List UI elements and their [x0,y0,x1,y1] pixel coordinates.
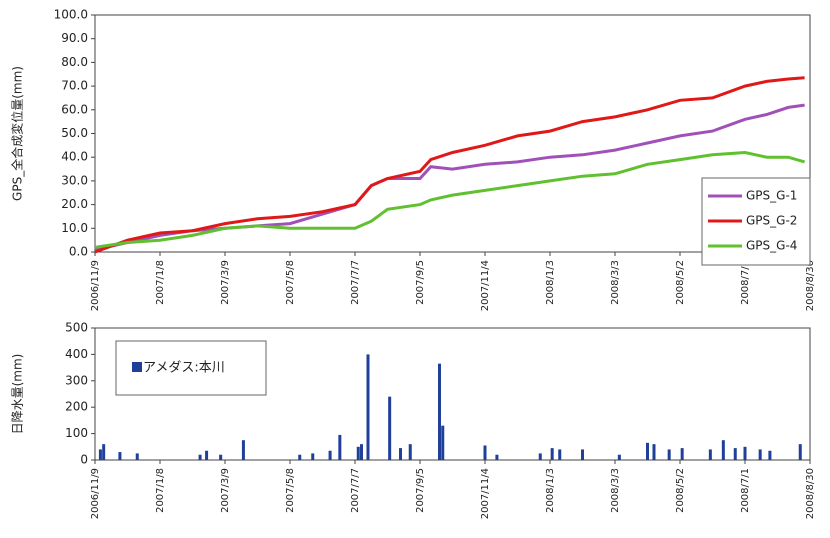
y-tick-label: 80.0 [61,55,88,69]
bar [768,450,772,460]
bar [441,425,445,460]
bar [646,442,649,460]
x-tick-label: 2007/9/5 [415,468,426,513]
bar [328,450,332,460]
bar [135,453,139,460]
bar [617,454,621,460]
legend-label: GPS_G-2 [746,214,797,228]
x-tick-label: 2007/1/8 [155,260,166,305]
y-axis-label: GPS_全合成変位量(mm) [10,66,25,201]
bar [205,450,209,460]
bar [721,440,725,460]
y-tick-label: 70.0 [61,79,88,93]
x-tick-label: 2008/5/2 [675,468,686,513]
bar [102,444,106,460]
x-tick-label: 2006/11/9 [90,260,101,311]
bar [680,448,684,460]
y-tick-label: 60.0 [61,102,88,116]
y-tick-label: 20.0 [61,197,88,211]
bar [550,448,554,460]
bar [298,454,302,460]
y-tick-label: 100 [65,426,88,440]
data-line [94,150,806,249]
y-tick-label: 90.0 [61,31,88,45]
x-tick-label: 2007/7/7 [350,468,361,513]
y-tick-label: 30.0 [61,173,88,187]
x-tick-label: 2007/5/8 [285,468,296,513]
bar [798,444,802,460]
bar [483,445,487,460]
bar [758,449,762,460]
bar [399,448,402,460]
y-tick-label: 500 [65,321,88,335]
y-tick-label: 200 [65,400,88,414]
x-tick-label: 2008/1/3 [545,468,556,513]
bar [438,363,441,460]
bar [356,446,360,460]
bar [708,449,712,460]
bar [495,454,499,460]
bar [360,444,363,460]
bar [408,444,412,460]
y-tick-label: 0 [80,453,88,467]
legend-swatch [132,362,142,372]
bar [388,396,392,460]
bar [98,449,102,460]
x-tick-label: 2007/7/7 [350,260,361,305]
x-tick-label: 2007/3/9 [220,468,231,513]
bar [581,449,584,460]
y-tick-label: 40.0 [61,150,88,164]
x-tick-label: 2008/5/2 [675,260,686,305]
legend-label: GPS_G-1 [746,189,797,203]
bar [241,440,245,460]
x-tick-label: 2008/3/3 [610,260,621,305]
bar [652,444,656,460]
x-tick-label: 2007/9/5 [415,260,426,305]
plot-frame [94,327,811,461]
x-tick-label: 2008/8/30 [805,260,816,311]
bar [118,452,122,460]
bar [366,354,370,460]
bar [219,454,223,460]
x-tick-label: 2007/1/8 [155,468,166,513]
x-tick-label: 2007/11/4 [480,260,491,311]
x-tick-label: 2008/1/3 [545,260,556,305]
y-tick-label: 0.0 [69,245,88,259]
bar [311,453,315,460]
y-tick-label: 50.0 [61,126,88,140]
y-tick-label: 300 [65,373,88,387]
y-tick-label: 400 [65,347,88,361]
bar [338,434,342,460]
bar [198,454,202,460]
bar [558,449,562,460]
y-tick-label: 100.0 [54,8,88,22]
bar [733,448,737,460]
bar [667,449,671,460]
legend-label: アメダス:本川 [143,361,225,376]
x-tick-label: 2008/8/30 [805,468,816,519]
x-tick-label: 2007/11/4 [480,468,491,519]
data-line [94,76,805,254]
x-tick-label: 2007/3/9 [220,260,231,305]
x-tick-label: 2008/3/3 [610,468,621,513]
bar [538,453,542,460]
x-tick-label: 2008/7/1 [740,468,751,513]
y-tick-label: 10.0 [61,221,88,235]
x-tick-label: 2007/5/8 [285,260,296,305]
x-tick-label: 2008/7/1 [740,260,751,305]
x-tick-label: 2006/11/9 [90,468,101,519]
legend-label: GPS_G-4 [746,239,797,253]
y-axis-label: 日降水量(mm) [11,354,25,435]
bar [743,446,747,460]
